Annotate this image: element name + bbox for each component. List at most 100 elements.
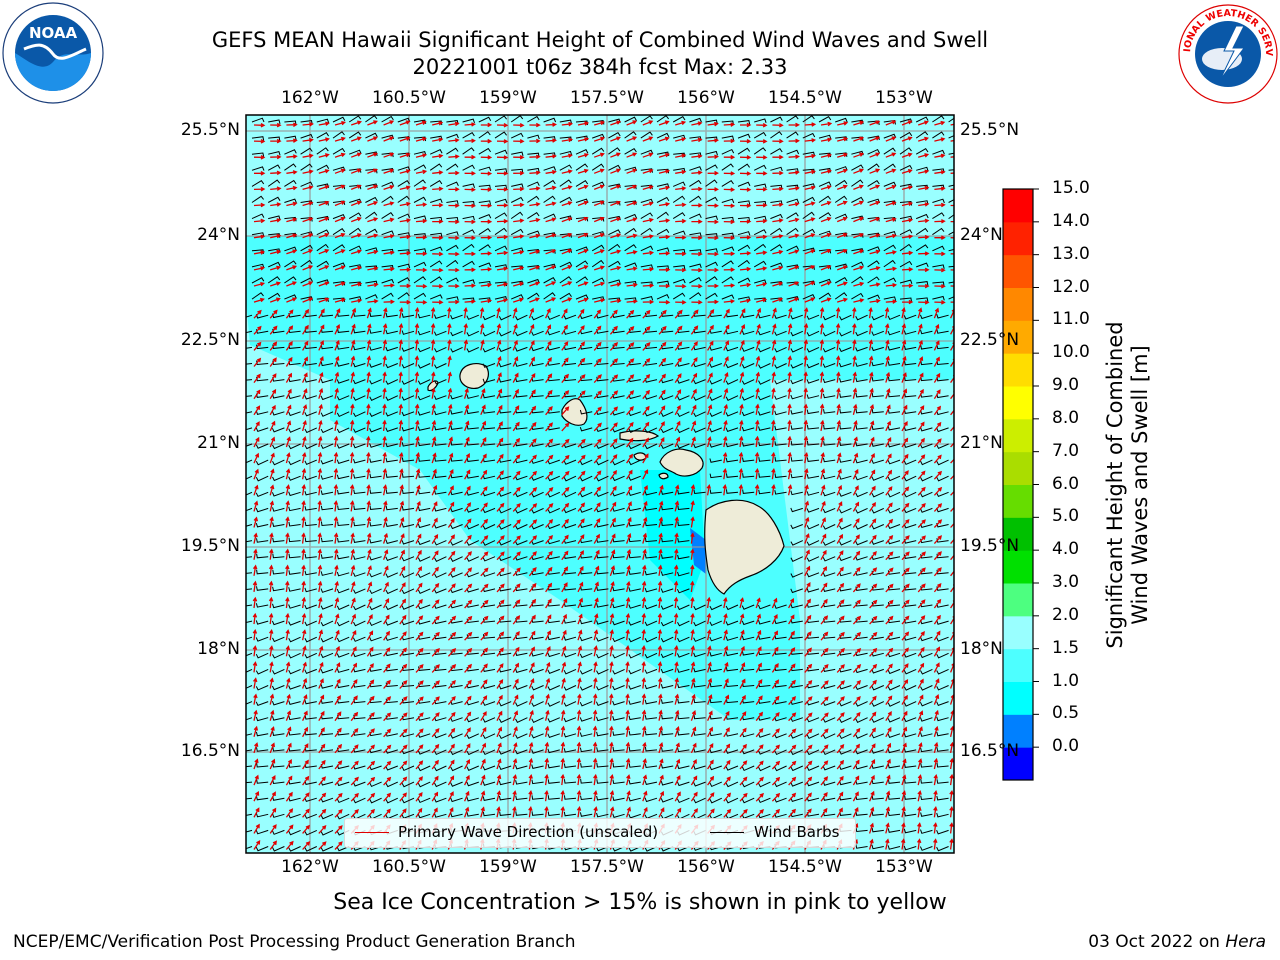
wave-direction-arrow [430,306,436,319]
wave-direction-arrow [675,283,687,289]
wave-direction-arrow [301,419,307,432]
wave-direction-arrow [430,355,436,367]
wave-direction-arrow [496,307,501,319]
wind-barb [640,168,653,173]
wave-direction-arrow [593,200,605,207]
wave-direction-arrow [594,281,606,287]
wave-direction-arrow [512,758,518,770]
wind-barb [790,457,803,462]
wave-direction-arrow [334,694,341,705]
wind-barb [887,811,901,817]
wave-direction-arrow [787,467,793,480]
wind-barb [932,115,945,123]
wave-direction-arrow [610,298,622,304]
wind-barb [948,117,954,123]
wave-direction-arrow [658,436,665,448]
wave-direction-arrow [869,679,877,689]
wave-direction-arrow [788,695,796,706]
wave-direction-arrow [609,565,616,577]
wave-direction-arrow [415,468,421,480]
wave-direction-arrow [399,760,408,770]
wind-barb [300,181,313,187]
wind-barb [709,652,722,657]
wind-barb [563,619,577,624]
wind-barb [932,198,945,204]
wind-barb [246,717,253,721]
wave-direction-arrow [448,267,460,273]
wave-direction-arrow [723,759,731,770]
wave-direction-arrow [528,438,537,448]
wave-direction-arrow [788,808,796,818]
wave-direction-arrow [625,741,631,754]
wave-direction-arrow [544,725,550,737]
wind-barb [661,730,674,736]
wind-barb [915,244,929,252]
wave-direction-arrow [561,249,573,255]
wind-barb [839,540,852,546]
wind-barb [660,378,674,384]
wave-direction-arrow [706,629,712,641]
wind-barb [547,475,560,482]
wind-barb [320,571,334,576]
wind-barb [753,229,767,236]
wind-barb [612,522,625,527]
wave-direction-arrow [852,452,859,464]
wave-direction-arrow [933,307,940,319]
wind-barb [417,330,431,336]
wind-barb [246,829,253,833]
wave-direction-arrow [576,741,582,753]
wave-direction-arrow [383,234,395,239]
wave-direction-arrow [496,631,505,641]
wave-direction-arrow [885,486,893,496]
wind-barb [608,279,621,284]
wave-direction-arrow [496,250,509,256]
wave-direction-arrow [302,169,314,174]
wind-barb [498,507,512,514]
wind-barb [806,330,820,337]
wind-barb [320,652,334,659]
wind-barb [887,459,901,465]
wind-barb [677,604,690,611]
wave-direction-arrow [447,679,456,689]
wave-direction-arrow [560,789,565,802]
wind-barb [531,733,544,739]
wind-barb [693,620,706,627]
wave-direction-arrow [269,758,276,770]
wave-direction-arrow [658,185,671,191]
wave-direction-arrow [513,170,525,176]
wind-barb [337,505,350,511]
wave-direction-arrow [723,138,736,144]
wave-direction-arrow [383,565,389,577]
wave-direction-arrow [836,184,848,191]
wind-barb [337,328,350,333]
wave-direction-arrow [334,216,346,223]
wave-direction-arrow [512,470,521,480]
wave-direction-arrow [787,403,792,415]
wave-direction-arrow [901,774,907,786]
wave-direction-arrow [317,548,323,560]
wind-barb [401,797,415,804]
wave-direction-arrow [673,564,679,576]
island-kahoolawe [658,472,669,480]
wind-barb [919,443,933,449]
wave-direction-arrow [318,792,327,802]
wave-direction-arrow [658,500,664,512]
wind-barb [450,410,463,415]
wave-direction-arrow [480,469,488,480]
wind-barb [904,392,917,398]
wind-barb [527,212,540,220]
wave-direction-arrow [869,647,878,657]
wave-direction-arrow [269,436,276,448]
wind-barb [612,620,625,626]
wind-barb [916,281,929,286]
wave-direction-arrow [318,419,323,432]
wind-barb [899,260,913,268]
wave-direction-arrow [561,265,573,271]
wave-direction-arrow [561,153,573,158]
colorbar-segment [1003,386,1033,420]
wind-barb [401,395,415,401]
wave-direction-arrow [414,355,420,367]
wave-direction-arrow [657,628,663,641]
wave-direction-arrow [448,138,460,143]
wave-direction-arrow [756,139,768,144]
